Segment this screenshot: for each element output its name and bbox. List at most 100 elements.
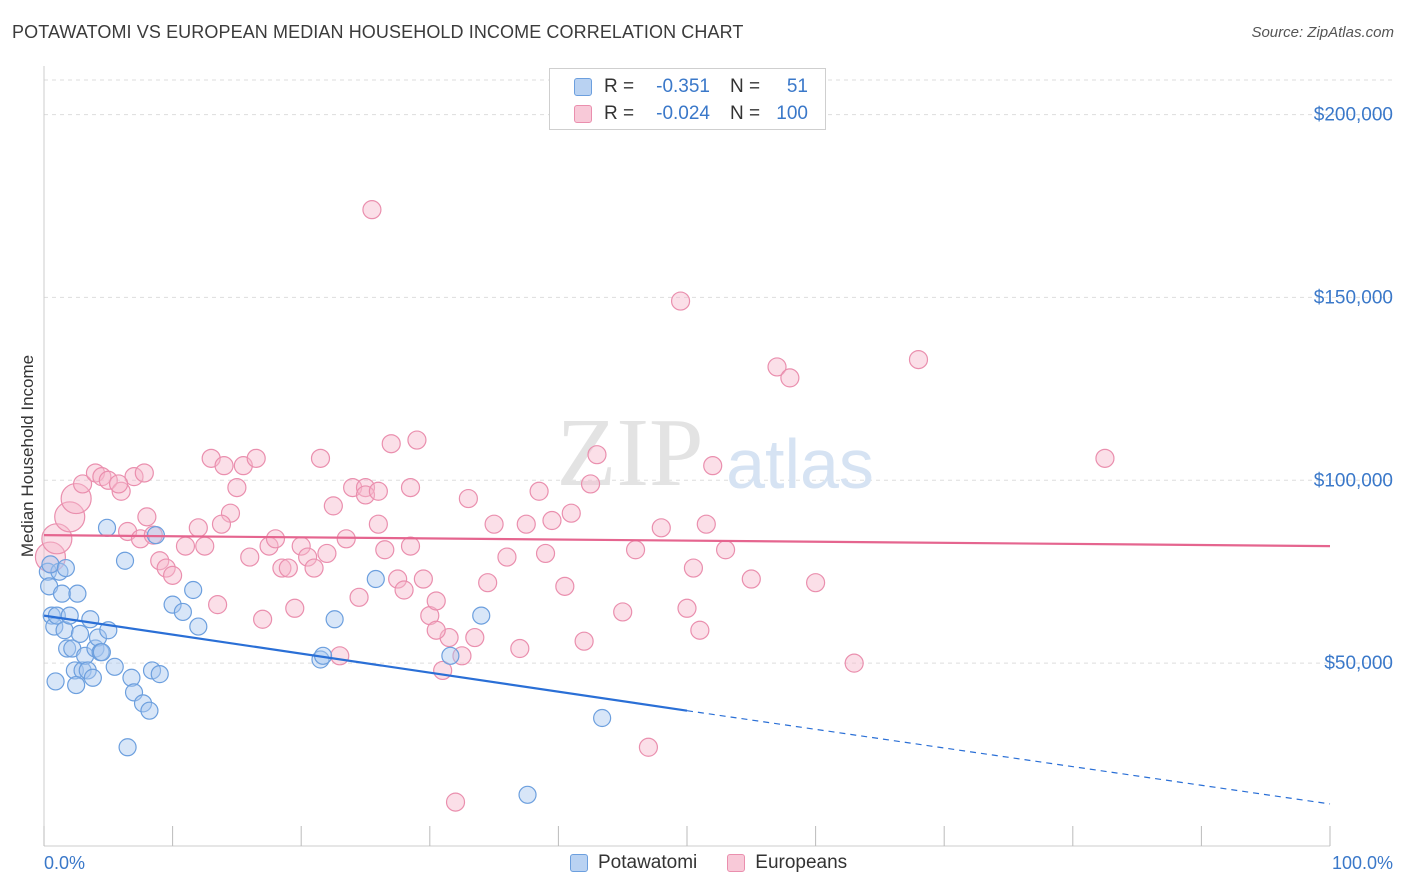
- y-tick-label: $150,000: [1314, 287, 1393, 308]
- data-point-europeans: [92, 467, 112, 487]
- data-point-potawatomi: [173, 602, 192, 622]
- data-point-europeans: [304, 558, 324, 578]
- legend-r-label: R =: [604, 76, 635, 97]
- watermark-zip: ZIP: [557, 399, 704, 507]
- data-point-europeans: [767, 357, 787, 377]
- data-point-europeans: [330, 646, 350, 666]
- data-point-europeans: [130, 529, 151, 549]
- data-point-europeans: [355, 485, 376, 505]
- data-point-potawatomi: [81, 610, 100, 629]
- data-point-potawatomi: [105, 657, 124, 676]
- data-point-europeans: [111, 481, 131, 501]
- data-point-europeans: [265, 529, 286, 549]
- data-point-potawatomi: [118, 738, 137, 757]
- data-point-europeans: [780, 368, 800, 388]
- data-point-potawatomi: [189, 617, 208, 636]
- data-point-potawatomi: [41, 555, 60, 574]
- legend-n-label: N =: [730, 76, 761, 97]
- data-point-europeans: [542, 510, 562, 531]
- data-point-potawatomi: [115, 551, 135, 570]
- trend-line-potawatomi: [43, 614, 688, 712]
- legend-r-value: -0.024: [656, 103, 710, 124]
- source-label: Source: ZipAtlas.com: [1251, 24, 1394, 41]
- data-point-potawatomi: [593, 708, 612, 728]
- data-point-europeans: [703, 456, 723, 476]
- data-point-europeans: [124, 467, 144, 487]
- data-point-potawatomi: [68, 584, 87, 603]
- data-point-potawatomi: [366, 569, 385, 589]
- data-point-europeans: [195, 536, 215, 556]
- watermark-atlas: atlas: [726, 425, 874, 503]
- data-point-potawatomi: [52, 584, 72, 603]
- data-point-potawatomi: [325, 610, 344, 629]
- data-point-europeans: [108, 474, 129, 494]
- data-point-europeans: [497, 547, 517, 567]
- data-point-potawatomi: [122, 668, 141, 687]
- trend-line-extension-potawatomi: [686, 710, 1331, 805]
- data-point-europeans: [211, 514, 232, 534]
- data-point-europeans: [323, 496, 343, 516]
- legend-label-europeans: Europeans: [755, 852, 848, 873]
- data-point-europeans: [844, 653, 864, 673]
- data-point-potawatomi: [88, 628, 108, 647]
- data-point-europeans: [394, 580, 414, 600]
- data-point-europeans: [214, 456, 234, 476]
- trend-line-europeans: [43, 534, 1331, 548]
- data-point-europeans: [445, 792, 466, 812]
- data-point-potawatomi: [97, 518, 117, 537]
- data-point-europeans: [670, 291, 691, 311]
- data-point-europeans: [535, 543, 556, 564]
- gridlines: [44, 79, 1394, 664]
- x-tick-label-max: 100.0%: [1332, 853, 1393, 873]
- data-point-potawatomi: [150, 665, 169, 684]
- data-point-europeans: [175, 536, 196, 556]
- legend-item-europeans[interactable]: Europeans: [727, 852, 847, 874]
- chart-title: POTAWATOMI VS EUROPEAN MEDIAN HOUSEHOLD …: [12, 22, 744, 42]
- legend-swatch-blue: [570, 854, 588, 872]
- y-tick-labels: $50,000 $100,000 $150,000 $200,000: [1314, 105, 1393, 675]
- data-point-europeans: [484, 514, 504, 534]
- data-point-europeans: [510, 638, 530, 659]
- data-point-europeans: [741, 569, 761, 589]
- data-point-europeans: [246, 448, 266, 468]
- data-point-europeans: [278, 558, 298, 578]
- data-point-europeans: [285, 598, 305, 618]
- data-point-europeans: [690, 620, 710, 640]
- legend-label-potawatomi: Potawatomi: [598, 852, 698, 873]
- data-point-europeans: [407, 430, 427, 450]
- data-point-europeans: [317, 543, 337, 564]
- legend-row-europeans: R = -0.024 N = 100: [574, 102, 808, 126]
- data-point-europeans: [72, 474, 93, 494]
- data-point-europeans: [375, 540, 395, 560]
- data-point-europeans: [227, 478, 247, 498]
- data-point-europeans: [381, 434, 401, 454]
- data-point-europeans: [413, 569, 433, 589]
- data-point-europeans: [368, 514, 388, 534]
- data-point-europeans: [137, 507, 157, 527]
- y-tick-label: $100,000: [1314, 470, 1393, 491]
- data-point-europeans: [805, 573, 826, 593]
- data-point-europeans: [458, 488, 478, 509]
- legend-item-potawatomi[interactable]: Potawatomi: [570, 852, 697, 874]
- data-point-europeans: [208, 595, 228, 615]
- data-point-europeans: [134, 463, 154, 483]
- series-potawatomi: [38, 518, 612, 804]
- data-point-potawatomi: [83, 668, 102, 687]
- data-point-potawatomi: [441, 646, 460, 665]
- data-point-europeans: [677, 598, 697, 618]
- data-point-europeans: [465, 627, 485, 648]
- correlation-legend: R = -0.351 N = 51 R = -0.024 N = 100: [549, 68, 826, 130]
- data-point-europeans: [715, 540, 736, 560]
- data-point-potawatomi: [65, 661, 84, 680]
- series-legend: Potawatomi Europeans: [570, 852, 877, 874]
- data-point-potawatomi: [92, 643, 111, 662]
- data-point-europeans: [400, 536, 421, 556]
- data-point-europeans: [349, 587, 369, 607]
- axes: [43, 66, 1331, 847]
- data-point-europeans: [555, 576, 575, 596]
- legend-r-label: R =: [604, 103, 635, 124]
- data-point-europeans: [625, 540, 646, 560]
- legend-swatch-pink: [574, 105, 592, 123]
- data-point-europeans: [478, 573, 498, 593]
